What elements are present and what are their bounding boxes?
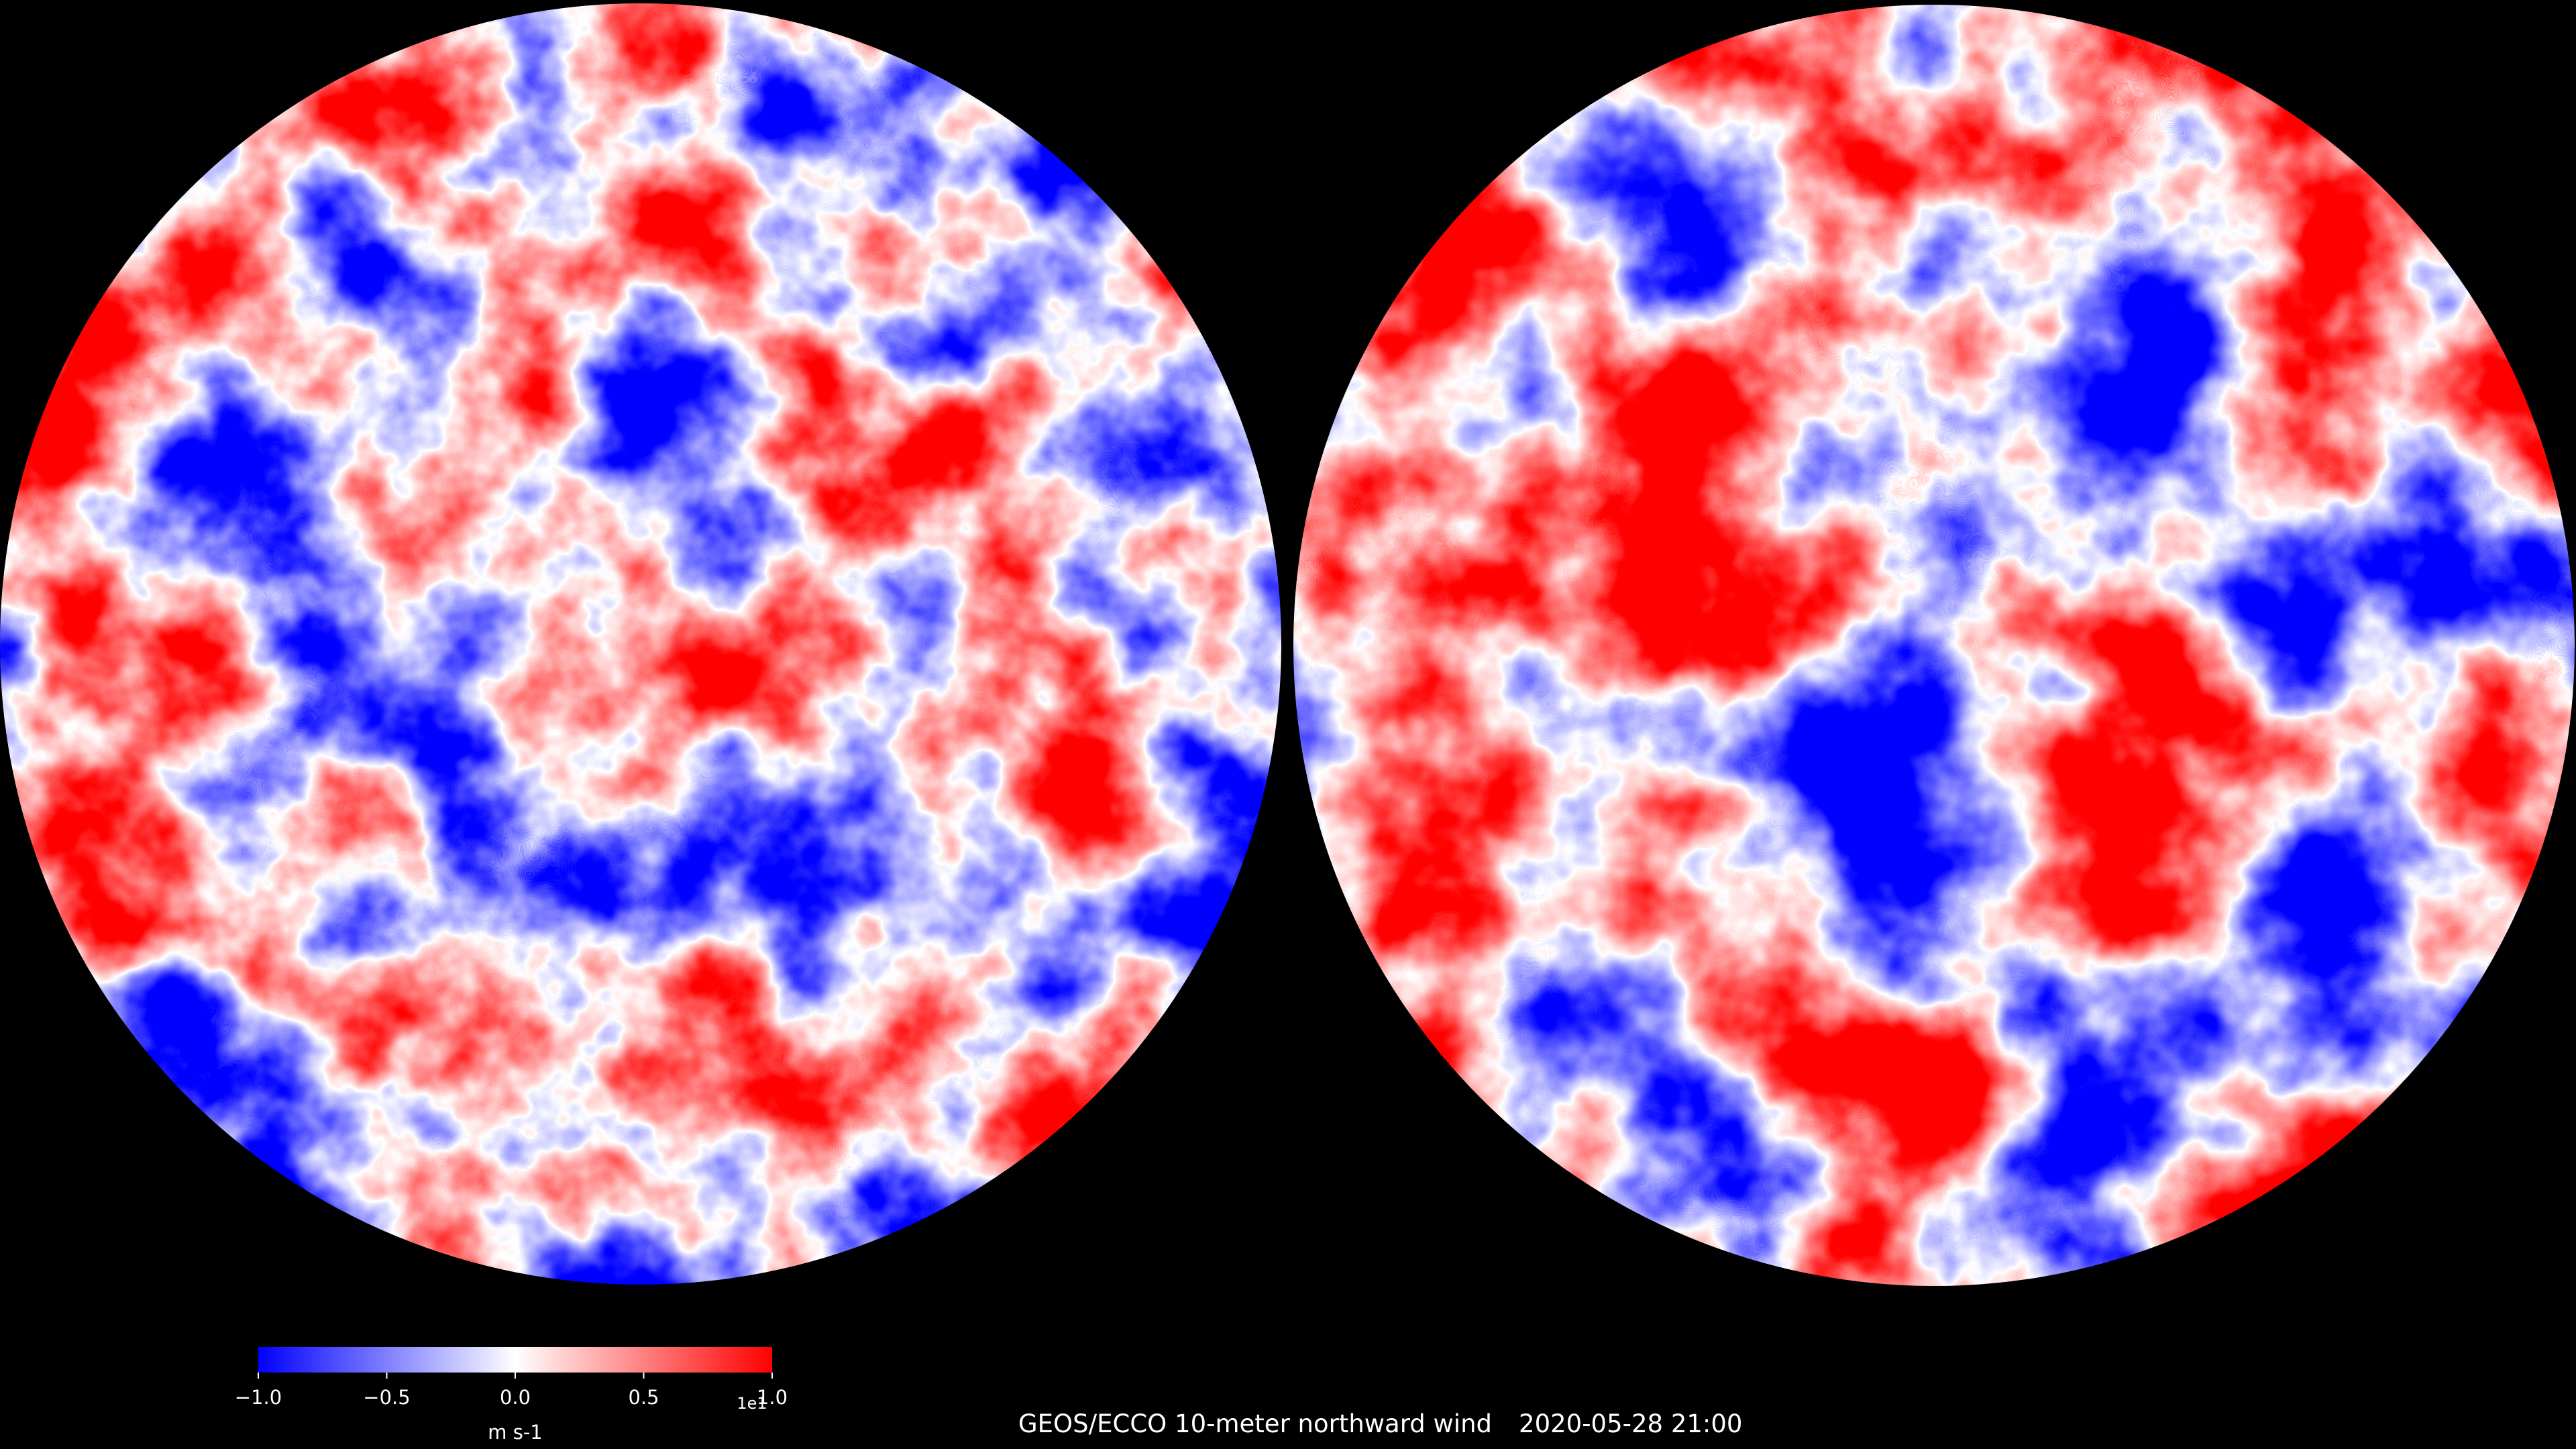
timestamp: 2020-05-28 21:00 <box>1519 1409 1742 1438</box>
southern-hemisphere <box>1293 5 2575 1286</box>
colorbar-tick-label: 0.0 <box>500 1386 531 1409</box>
colorbar-tick-label: 0.5 <box>628 1386 659 1409</box>
colorbar-tick-label: −1.0 <box>235 1386 282 1409</box>
northern-hemisphere <box>0 3 1281 1285</box>
colorbar: m s-1 1e1 −1.0 −0.5 0.0 0.5 1.0 <box>235 1347 788 1444</box>
title: GEOS/ECCO 10-meter northward wind 2020-05… <box>1018 1409 1742 1438</box>
colorbar-tick-label: 1.0 <box>757 1386 788 1409</box>
colorbar-gradient <box>258 1347 772 1373</box>
colorbar-offset: 1e1 <box>737 1394 767 1413</box>
title-text: GEOS/ECCO 10-meter northward wind <box>1018 1409 1492 1438</box>
colorbar-label: m s-1 <box>488 1421 543 1444</box>
colorbar-tick-label: −0.5 <box>363 1386 410 1409</box>
